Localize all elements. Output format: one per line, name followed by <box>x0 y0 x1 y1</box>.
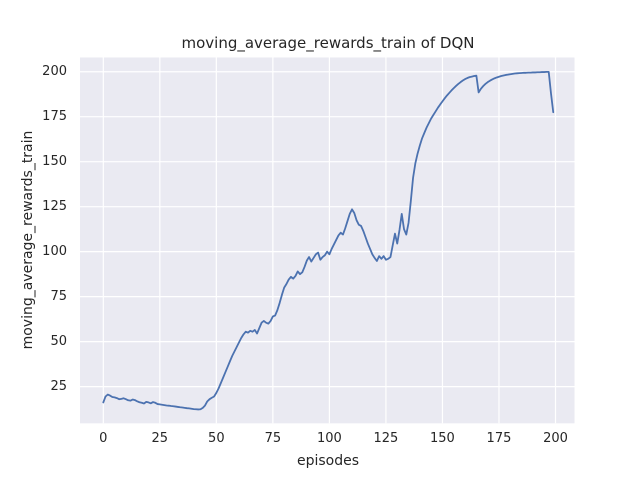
x-tick-label: 100 <box>316 431 342 446</box>
chart-title: moving_average_rewards_train of DQN <box>181 34 475 52</box>
y-tick-label: 125 <box>42 198 67 214</box>
y-tick-label: 25 <box>50 378 67 394</box>
y-tick-label: 75 <box>50 288 67 304</box>
x-tick-label: 175 <box>486 431 512 446</box>
x-tick-label: 150 <box>430 431 455 446</box>
x-tick-label: 25 <box>151 431 169 446</box>
line-series <box>102 70 555 411</box>
x-tick-label: 75 <box>264 431 282 446</box>
x-tick-label: 50 <box>208 431 225 446</box>
y-tick-label: 175 <box>42 108 67 124</box>
y-tick-label: 150 <box>42 153 67 169</box>
y-tick-label: 100 <box>42 243 67 259</box>
x-tick-label: 125 <box>373 431 399 446</box>
x-tick-label: 0 <box>99 431 108 446</box>
plot-background <box>80 57 575 424</box>
y-tick-label: 200 <box>42 63 67 79</box>
x-axis-label: episodes <box>296 453 360 469</box>
x-tick-label: 200 <box>543 431 568 446</box>
y-tick-label: 50 <box>50 333 67 349</box>
